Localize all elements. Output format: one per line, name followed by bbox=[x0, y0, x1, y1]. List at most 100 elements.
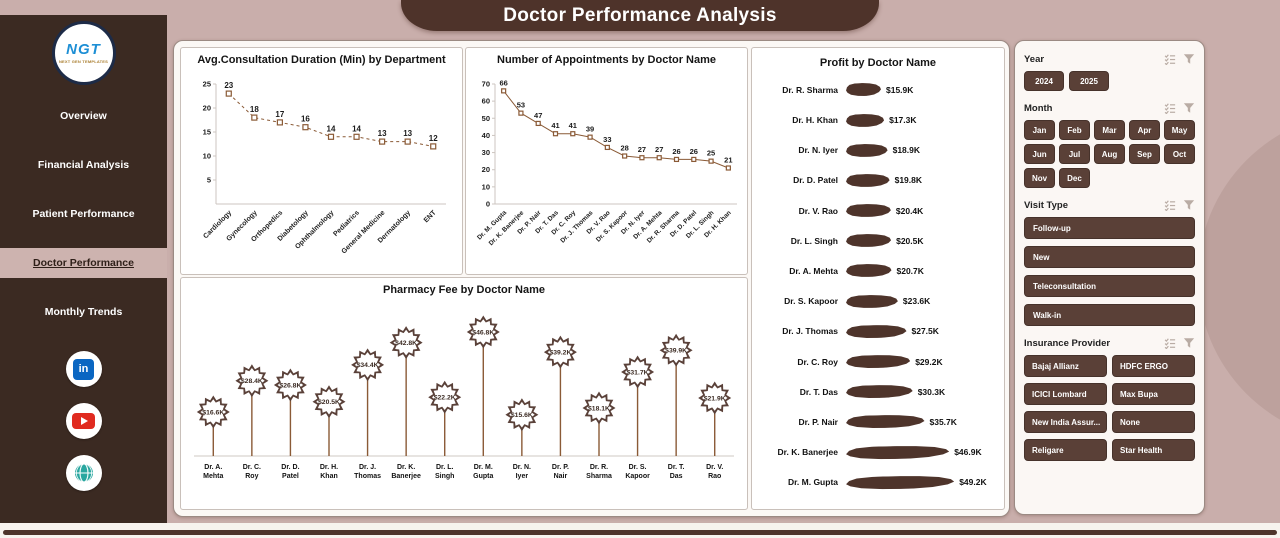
profit-bar bbox=[846, 83, 881, 97]
y-tick-label: 30 bbox=[481, 148, 489, 157]
month-option-apr[interactable]: Apr bbox=[1129, 120, 1160, 140]
month-option-jun[interactable]: Jun bbox=[1024, 144, 1055, 164]
visit-type-option-teleconsultation[interactable]: Teleconsultation bbox=[1024, 275, 1195, 297]
profit-row-dr-v-rao: Dr. V. Rao $20.4K bbox=[762, 196, 996, 226]
multi-select-icon[interactable] bbox=[1164, 337, 1176, 349]
month-option-aug[interactable]: Aug bbox=[1094, 144, 1125, 164]
clear-filter-icon[interactable] bbox=[1183, 199, 1195, 211]
slicer-title-insurance: Insurance Provider bbox=[1024, 337, 1111, 349]
profit-bar bbox=[846, 173, 890, 187]
play-triangle-icon bbox=[81, 417, 88, 425]
insurance-option-new-india-assur[interactable]: New India Assur... bbox=[1024, 411, 1107, 433]
sidebar-item-financial-analysis[interactable]: Financial Analysis bbox=[37, 159, 130, 171]
insurance-option-max-bupa[interactable]: Max Bupa bbox=[1112, 383, 1195, 405]
data-label: 14 bbox=[352, 124, 361, 133]
data-point-marker bbox=[250, 114, 257, 121]
profit-value-label: $20.7K bbox=[896, 265, 924, 276]
category-label-line1: Dr. K. bbox=[397, 464, 415, 471]
month-option-sep[interactable]: Sep bbox=[1129, 144, 1160, 164]
data-label: 27 bbox=[655, 145, 663, 154]
star-value-label: $22.2K bbox=[434, 394, 456, 401]
category-label-line1: Dr. J. bbox=[359, 464, 376, 471]
data-point-marker bbox=[535, 120, 541, 126]
category-label-line2: Gupta bbox=[473, 473, 493, 480]
youtube-icon[interactable] bbox=[65, 403, 102, 439]
category-label-line2: Sharma bbox=[586, 473, 612, 480]
multi-select-icon[interactable] bbox=[1164, 199, 1176, 211]
sidebar-item-doctor-performance[interactable]: Doctor Performance bbox=[0, 248, 167, 278]
sidebar-item-overview[interactable]: Overview bbox=[60, 110, 107, 122]
sidebar-item-patient-performance[interactable]: Patient Performance bbox=[32, 208, 135, 220]
profit-value-label: $35.7K bbox=[929, 416, 957, 427]
insurance-option-hdfc-ergo[interactable]: HDFC ERGO bbox=[1112, 355, 1195, 377]
profit-bar bbox=[846, 385, 913, 399]
category-label-line1: Dr. R. bbox=[590, 464, 608, 471]
month-option-nov[interactable]: Nov bbox=[1024, 168, 1055, 188]
profit-doctor-name: Dr. P. Nair bbox=[798, 416, 838, 427]
category-label-line2: Nair bbox=[554, 473, 568, 480]
category-label-line2: Kapoor bbox=[625, 473, 650, 480]
month-option-jan[interactable]: Jan bbox=[1024, 120, 1055, 140]
month-option-mar[interactable]: Mar bbox=[1094, 120, 1125, 140]
year-option-2024[interactable]: 2024 bbox=[1024, 71, 1064, 91]
data-point-marker bbox=[673, 156, 679, 162]
insurance-option-icici-lombard[interactable]: ICICI Lombard bbox=[1024, 383, 1107, 405]
profit-doctor-name: Dr. L. Singh bbox=[790, 235, 838, 246]
year-option-2025[interactable]: 2025 bbox=[1069, 71, 1109, 91]
category-label: General Medicine bbox=[340, 209, 386, 255]
category-label-line2: Banerjee bbox=[391, 473, 421, 480]
multi-select-icon[interactable] bbox=[1164, 53, 1176, 65]
profit-doctor-name: Dr. D. Patel bbox=[793, 175, 838, 186]
visit-type-option-follow-up[interactable]: Follow-up bbox=[1024, 217, 1195, 239]
chart-title-consultation: Avg.Consultation Duration (Min) by Depar… bbox=[197, 54, 446, 66]
visit-type-option-new[interactable]: New bbox=[1024, 246, 1195, 268]
data-point-marker bbox=[352, 133, 360, 140]
insurance-option-star-health[interactable]: Star Health bbox=[1112, 439, 1195, 461]
month-option-may[interactable]: May bbox=[1164, 120, 1195, 140]
youtube-glyph bbox=[72, 413, 95, 429]
profit-doctor-name: Dr. J. Thomas bbox=[782, 326, 838, 337]
category-label-line1: Dr. A. bbox=[204, 464, 222, 471]
slicer-title-year: Year bbox=[1024, 53, 1045, 65]
profit-row-dr-s-kapoor: Dr. S. Kapoor $23.6K bbox=[762, 286, 996, 316]
star-badge-inner bbox=[586, 394, 612, 421]
data-point-marker bbox=[301, 123, 309, 131]
clear-filter-icon[interactable] bbox=[1183, 53, 1195, 65]
profit-doctor-name: Dr. A. Mehta bbox=[789, 265, 838, 276]
profit-bar bbox=[846, 324, 907, 338]
star-value-label: $21.9K bbox=[704, 395, 726, 402]
data-point-marker bbox=[429, 143, 436, 150]
linkedin-icon[interactable]: in bbox=[65, 351, 102, 387]
data-label: 41 bbox=[568, 121, 576, 130]
category-label-line2: Roy bbox=[245, 473, 258, 480]
linkedin-text: in bbox=[78, 363, 89, 375]
clear-filter-icon[interactable] bbox=[1183, 102, 1195, 114]
data-point-marker bbox=[225, 90, 232, 97]
insurance-option-bajaj-allianz[interactable]: Bajaj Allianz bbox=[1024, 355, 1107, 377]
category-label: ENT bbox=[422, 209, 437, 224]
data-label: 23 bbox=[224, 81, 233, 90]
insurance-option-religare[interactable]: Religare bbox=[1024, 439, 1107, 461]
profit-bar bbox=[846, 475, 954, 490]
profit-bar bbox=[846, 143, 888, 157]
multi-select-icon[interactable] bbox=[1164, 102, 1176, 114]
insurance-option-none[interactable]: None bbox=[1112, 411, 1195, 433]
month-option-oct[interactable]: Oct bbox=[1164, 144, 1195, 164]
star-value-label: $15.6K bbox=[511, 412, 533, 419]
sidebar: NGT NEXT GEN TEMPLATES Overview Financial… bbox=[0, 15, 167, 523]
data-label: 66 bbox=[499, 78, 507, 87]
category-label-line1: Dr. H. bbox=[320, 464, 338, 471]
sidebar-item-monthly-trends[interactable]: Monthly Trends bbox=[44, 306, 123, 318]
clear-filter-icon[interactable] bbox=[1183, 337, 1195, 349]
visit-type-option-walk-in[interactable]: Walk-in bbox=[1024, 304, 1195, 326]
profit-doctor-name: Dr. V. Rao bbox=[798, 205, 838, 216]
data-point-marker bbox=[327, 133, 334, 140]
globe-icon[interactable] bbox=[65, 455, 102, 491]
month-option-feb[interactable]: Feb bbox=[1059, 120, 1090, 140]
y-tick-label: 50 bbox=[481, 114, 489, 123]
slicer-icons bbox=[1164, 337, 1195, 349]
month-option-jul[interactable]: Jul bbox=[1059, 144, 1090, 164]
month-option-dec[interactable]: Dec bbox=[1059, 168, 1090, 188]
